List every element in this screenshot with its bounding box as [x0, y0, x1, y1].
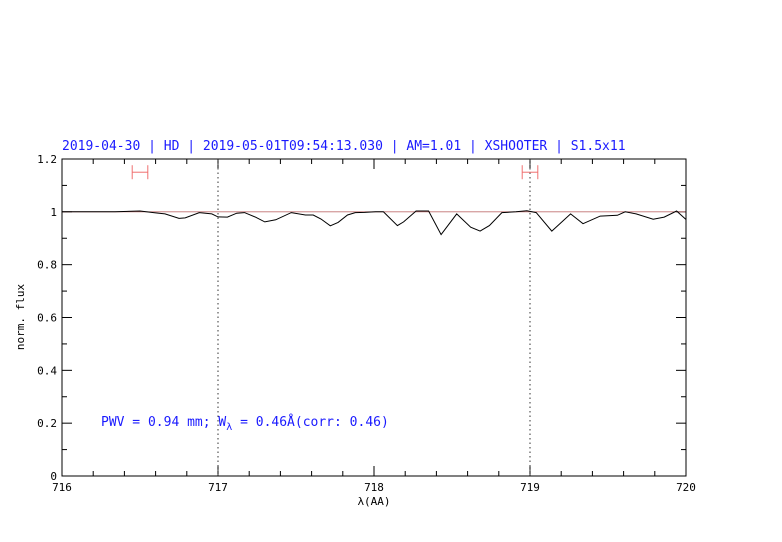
x-axis-label: λ(AA) — [357, 495, 390, 508]
interval-marker — [131, 165, 149, 180]
y-tick-label: 0.6 — [37, 312, 57, 325]
series-line — [62, 210, 687, 236]
x-tick-label: 718 — [364, 481, 384, 494]
y-tick-label: 0.4 — [37, 364, 57, 377]
x-tick-label: 717 — [208, 481, 228, 494]
y-tick-label: 1.2 — [37, 153, 57, 166]
chart-title: 2019-04-30 | HD | 2019-05-01T09:54:13.03… — [62, 139, 626, 154]
x-tick-label: 719 — [520, 481, 540, 494]
x-tick-label: 720 — [676, 481, 696, 494]
y-tick-label: 0 — [50, 470, 57, 483]
pwv-annotation: PWV = 0.94 mm; Wλ = 0.46Å(corr: 0.46) — [101, 414, 389, 433]
y-tick-label: 0.8 — [37, 259, 57, 272]
plot-frame — [61, 158, 687, 477]
y-tick-label: 1 — [50, 206, 57, 219]
y-tick-label: 0.2 — [37, 417, 57, 430]
y-axis-label: norm. flux — [14, 284, 27, 351]
interval-marker — [521, 165, 539, 180]
x-tick-label: 716 — [52, 481, 72, 494]
